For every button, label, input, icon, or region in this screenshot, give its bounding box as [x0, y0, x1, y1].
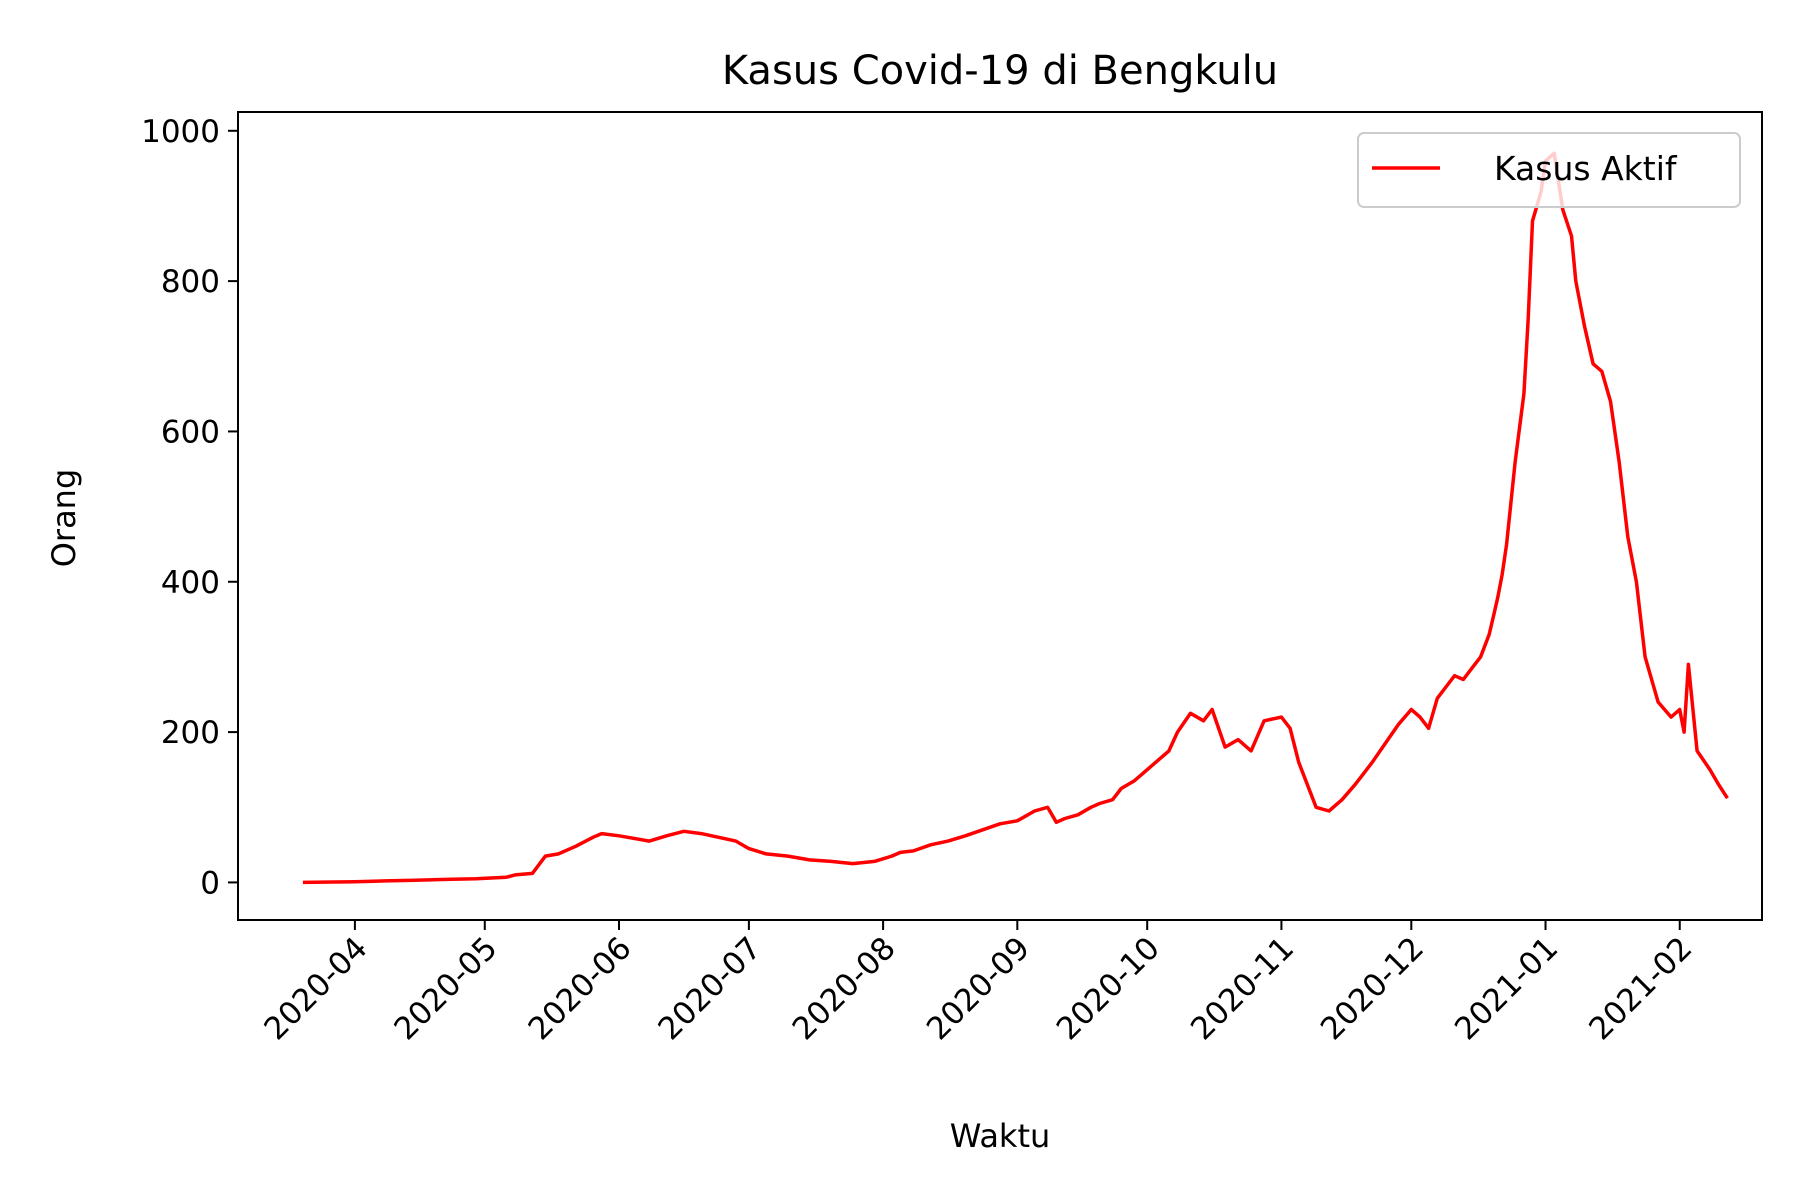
series-line-kasus-aktif [302, 151, 1729, 885]
y-tick-label: 600 [161, 414, 220, 450]
y-axis-title: Orang [45, 469, 83, 568]
y-tick-label: 0 [200, 865, 220, 901]
y-tick-label: 1000 [141, 114, 220, 150]
legend-label: Kasus Aktif [1494, 149, 1678, 188]
y-tick-label: 200 [161, 715, 220, 751]
legend-box [1357, 132, 1741, 208]
chart-title: Kasus Covid-19 di Bengkulu [722, 48, 1278, 94]
x-axis-title: Waktu [950, 1117, 1051, 1155]
legend: Kasus Aktif [1357, 132, 1741, 208]
plot-series [302, 151, 1729, 885]
y-axis: 0 200 400 600 800 1000 [141, 114, 238, 901]
y-tick-label: 800 [161, 264, 220, 300]
y-tick-label: 400 [161, 565, 220, 601]
plot-area-frame [237, 111, 1763, 921]
